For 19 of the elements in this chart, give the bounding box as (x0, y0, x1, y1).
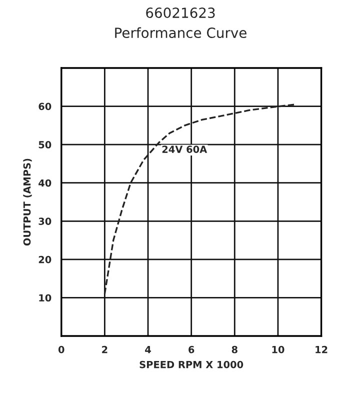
x-tick-label: 4 (145, 346, 151, 354)
annotation: 24V 60A (162, 146, 208, 153)
y-tick-label: 30 (38, 218, 52, 225)
chart-title: 66021623 (146, 8, 215, 18)
y-axis-title: OUTPUT (AMPS) (23, 158, 32, 246)
line-series (104, 104, 296, 295)
x-tick-label: 0 (58, 346, 64, 354)
y-tick-label: 10 (39, 294, 52, 302)
x-tick-label: 2 (102, 346, 108, 354)
y-tick-label: 60 (38, 102, 52, 110)
x-tick-label: 10 (272, 346, 284, 354)
y-tick-label: 50 (38, 141, 52, 148)
x-axis-title: SPEED RPM X 1000 (140, 360, 244, 368)
chart-subtitle: Performance Curve (115, 27, 246, 38)
x-tick-label: 12 (316, 346, 328, 354)
x-tick-label: 8 (232, 346, 238, 354)
x-tick-label: 6 (188, 346, 194, 354)
y-tick-label: 20 (38, 256, 52, 264)
y-tick-label: 40 (38, 179, 52, 187)
